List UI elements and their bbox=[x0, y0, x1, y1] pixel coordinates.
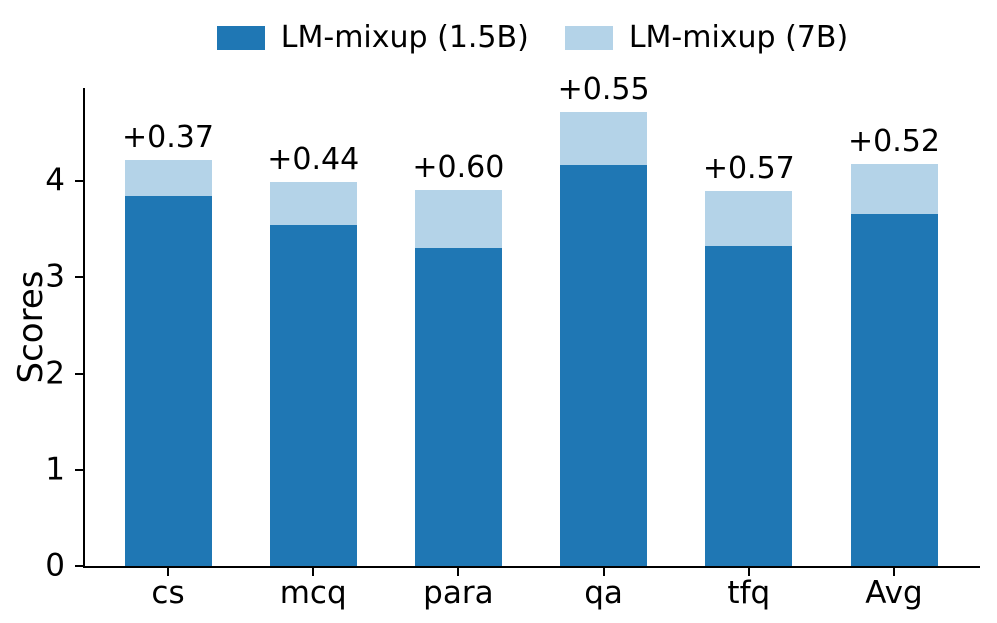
bar-annotation-cs: +0.37 bbox=[122, 120, 214, 156]
x-tick-mark-Avg bbox=[893, 568, 895, 576]
x-tick-mark-qa bbox=[602, 568, 605, 576]
x-tick-label-tfq: tfq bbox=[727, 575, 771, 611]
bar-segment-Avg-1p5b bbox=[850, 214, 938, 566]
y-tick-mark bbox=[75, 276, 83, 279]
bar-annotation-Avg: +0.52 bbox=[848, 123, 940, 159]
bar-segment-para-7b bbox=[414, 189, 502, 248]
x-tick-label-qa: qa bbox=[584, 575, 623, 611]
bar-segment-cs-1p5b bbox=[124, 195, 212, 566]
bar-segment-tfq-7b bbox=[705, 190, 793, 246]
bar-segment-Avg-7b bbox=[850, 164, 938, 214]
legend: LM-mixup (1.5B) LM-mixup (7B) bbox=[85, 20, 980, 56]
legend-label-lm-mixup-1p5b: LM-mixup (1.5B) bbox=[280, 20, 529, 55]
x-tick-label-cs: cs bbox=[151, 575, 185, 611]
y-tick-label: 0 bbox=[45, 547, 65, 584]
bar-annotation-tfq: +0.57 bbox=[702, 150, 795, 186]
bar-segment-qa-1p5b bbox=[560, 164, 648, 566]
bar-segment-qa-7b bbox=[560, 112, 648, 165]
legend-item-lm-mixup-1p5b: LM-mixup (1.5B) bbox=[216, 20, 529, 56]
y-tick-label: 3 bbox=[45, 258, 65, 295]
y-tick-mark bbox=[75, 468, 83, 471]
x-tick-label-Avg: Avg bbox=[865, 575, 923, 611]
legend-swatch-lm-mixup-1p5b bbox=[216, 26, 265, 50]
bar-segment-mcq-7b bbox=[269, 182, 357, 225]
y-tick-mark bbox=[75, 180, 83, 183]
bar-segment-mcq-1p5b bbox=[269, 224, 357, 566]
bar-segment-para-1p5b bbox=[414, 247, 502, 566]
plot-area: 0 1 2 3 4 +0.37 cs +0.44 mcq +0.60 para +0.55 qa +0.5… bbox=[45, 75, 980, 609]
x-tick-mark-tfq bbox=[747, 568, 750, 576]
x-tick-label-mcq: mcq bbox=[279, 575, 347, 611]
y-tick-label: 4 bbox=[45, 162, 65, 199]
bar-segment-tfq-1p5b bbox=[705, 245, 793, 566]
bar-segment-cs-7b bbox=[124, 160, 212, 196]
y-axis-spine bbox=[83, 88, 85, 568]
x-tick-mark-cs bbox=[167, 568, 169, 576]
legend-swatch-lm-mixup-7b bbox=[564, 26, 613, 50]
y-tick-mark bbox=[75, 565, 83, 567]
y-tick-label: 2 bbox=[45, 355, 65, 392]
x-tick-mark-para bbox=[457, 568, 460, 576]
bar-annotation-para: +0.60 bbox=[412, 149, 505, 185]
bar-annotation-qa: +0.55 bbox=[557, 72, 650, 108]
x-tick-mark-mcq bbox=[312, 568, 315, 576]
y-tick-label: 1 bbox=[45, 451, 65, 488]
legend-label-lm-mixup-7b: LM-mixup (7B) bbox=[628, 20, 849, 55]
bar-annotation-mcq: +0.44 bbox=[267, 142, 360, 178]
x-axis-spine bbox=[83, 566, 980, 568]
x-tick-label-para: para bbox=[423, 575, 494, 611]
y-tick-mark bbox=[75, 372, 83, 375]
legend-item-lm-mixup-7b: LM-mixup (7B) bbox=[564, 20, 849, 56]
